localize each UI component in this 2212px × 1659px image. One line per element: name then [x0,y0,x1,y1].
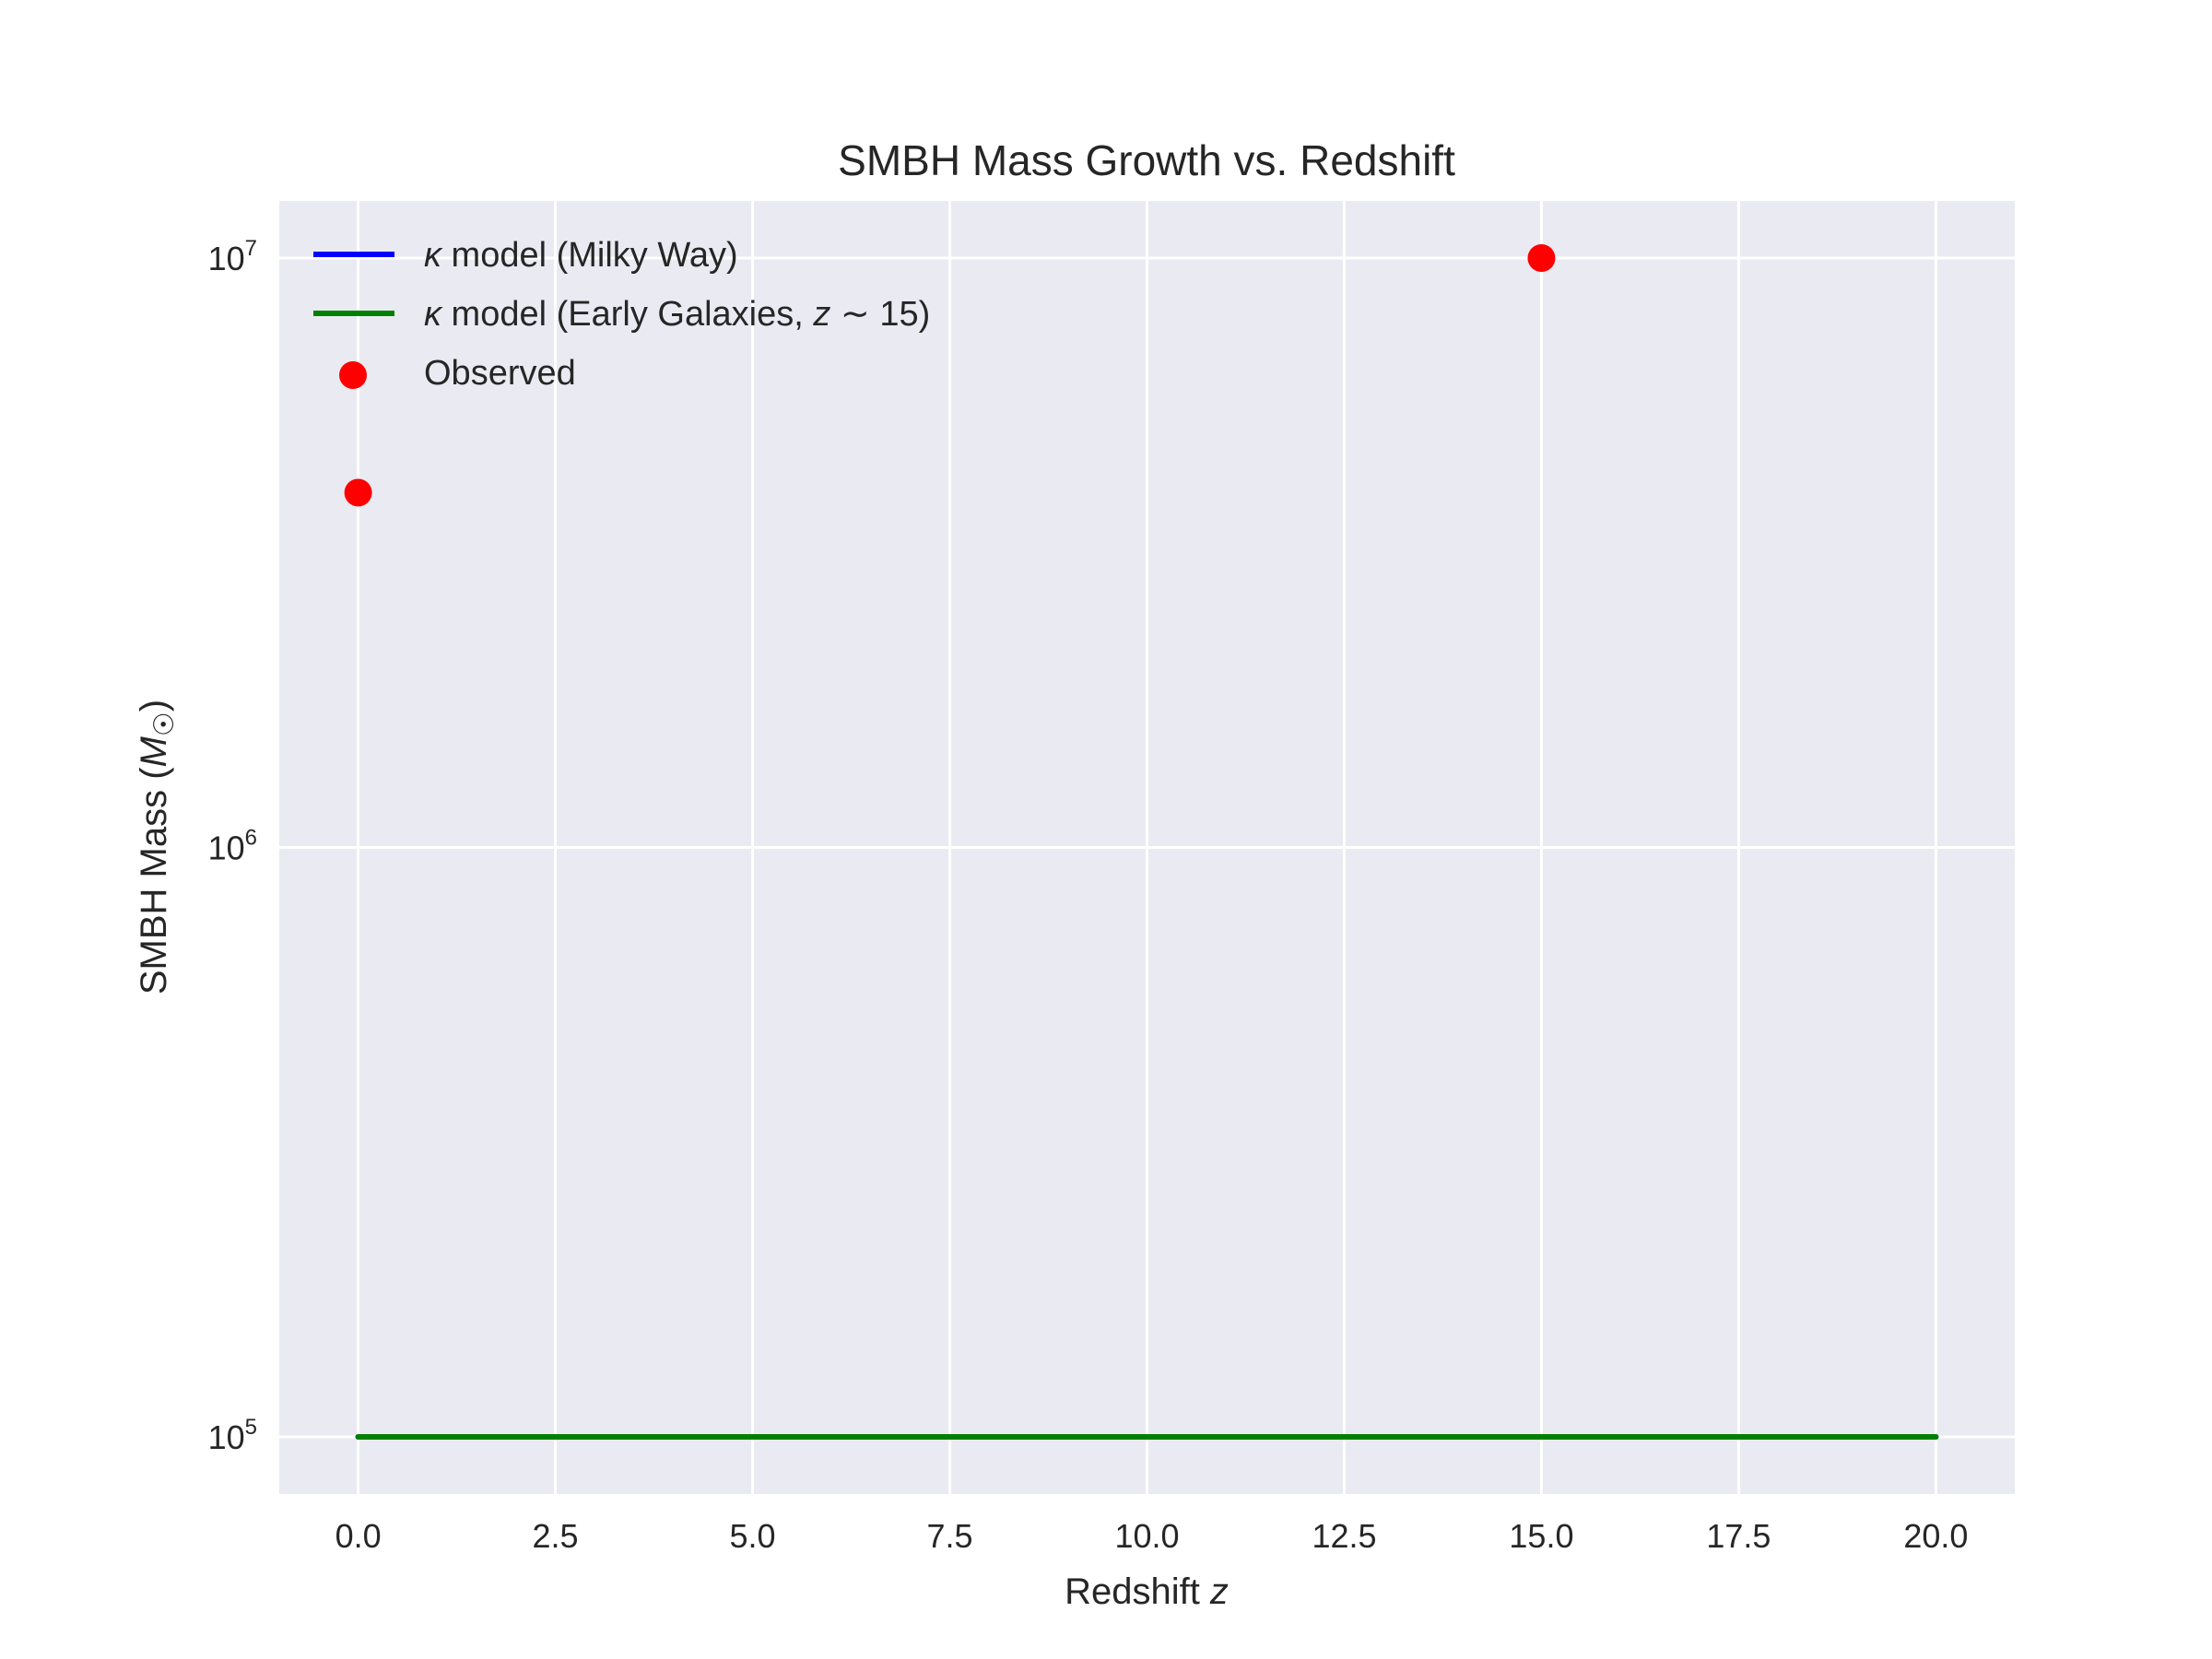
x-tick-label: 10.0 [1114,1517,1179,1555]
y-axis-label: SMBH Mass (M☉) [134,700,180,994]
chart-title: SMBH Mass Growth vs. Redshift [838,136,1455,184]
y-tick-label: 107 [208,236,257,277]
x-tick-label: 5.0 [730,1517,776,1555]
observed-point [1527,243,1556,272]
series-layer [344,243,1939,1441]
legend-label-early-galaxies: κ model (Early Galaxies, z ∼ 15) [424,295,930,334]
y-axis-ticks: 105 106 107 [208,236,257,1456]
x-axis-label: Redshift z [1065,1571,1229,1612]
legend: κ model (Milky Way) κ model (Early Galax… [313,236,930,393]
x-tick-label: 0.0 [335,1517,382,1555]
legend-swatch-observed [339,361,367,389]
y-tick-label: 105 [208,1415,257,1456]
x-tick-label: 15.0 [1509,1517,1573,1555]
x-tick-label: 17.5 [1706,1517,1771,1555]
x-tick-label: 7.5 [926,1517,972,1555]
x-tick-label: 20.0 [1903,1517,1968,1555]
y-tick-label: 106 [208,826,257,867]
x-tick-label: 2.5 [533,1517,579,1555]
x-tick-label: 12.5 [1312,1517,1376,1555]
legend-label-milky-way: κ model (Milky Way) [424,236,738,275]
x-axis-ticks: 0.0 2.5 5.0 7.5 10.0 12.5 15.0 17.5 20.0 [335,1517,1969,1555]
observed-point [344,478,372,507]
legend-label-observed: Observed [424,354,576,393]
